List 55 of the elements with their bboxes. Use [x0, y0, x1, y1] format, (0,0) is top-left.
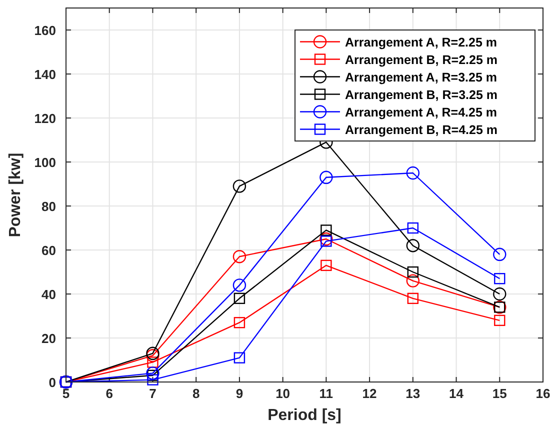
point: [232, 180, 246, 193]
y-tick-label: 160: [34, 23, 56, 38]
point: [406, 166, 420, 180]
point: [320, 224, 332, 236]
point: [146, 349, 160, 362]
point: [232, 278, 246, 292]
legend-label: Arrangement A, R=4.25 m: [345, 105, 498, 120]
legend-label: Arrangement A, R=3.25 m: [345, 70, 498, 84]
y-tick-label: 60: [42, 243, 56, 258]
point: [320, 232, 333, 246]
x-tick-label: 11: [319, 386, 334, 401]
y-tick-label: 0: [48, 375, 56, 390]
x-tick-label: 7: [149, 386, 156, 401]
point: [146, 366, 160, 380]
x-tick-label: 14: [449, 386, 464, 401]
point: [407, 266, 419, 278]
x-tick-label: 16: [536, 386, 550, 401]
point: [147, 356, 158, 368]
point: [234, 317, 246, 328]
y-tick-label: 40: [42, 287, 56, 302]
y-tick-label: 120: [34, 111, 56, 126]
legend-label: Arrangement B, R=4.25 m: [345, 122, 498, 137]
x-tick-label: 6: [106, 386, 113, 401]
x-tick-label: 15: [492, 386, 507, 401]
point: [406, 239, 420, 252]
point: [493, 287, 506, 301]
point: [494, 314, 506, 326]
x-tick-label: 8: [192, 386, 200, 401]
y-tick-label: 100: [34, 155, 56, 170]
x-tick-label: 12: [362, 386, 377, 401]
legend-label: Arrangement A, R=2.25 m: [345, 35, 498, 50]
point: [407, 292, 419, 304]
point: [493, 248, 506, 261]
point: [494, 273, 506, 284]
x-axis-title: Period [s]: [268, 407, 342, 424]
legend-label: Arrangement B, R=2.25 m: [345, 52, 498, 67]
y-tick-label: 80: [42, 199, 56, 214]
point: [232, 250, 246, 264]
x-tick-label: 13: [406, 386, 420, 401]
x-tick-label: 10: [276, 386, 290, 401]
point: [146, 346, 160, 360]
point: [234, 292, 246, 304]
point: [406, 274, 420, 288]
legend-label: Arrangement B, R=3.25 m: [345, 88, 498, 102]
x-tick-label: 5: [62, 386, 70, 401]
y-axis-title: Power [kw]: [7, 152, 24, 238]
point: [320, 260, 332, 271]
point: [234, 352, 246, 364]
y-tick-label: 20: [42, 331, 56, 346]
y-tick-label: 140: [34, 67, 56, 82]
point: [320, 236, 332, 247]
x-tick-label: 9: [236, 386, 244, 401]
point: [320, 170, 333, 184]
point: [147, 374, 158, 386]
point: [407, 222, 419, 234]
